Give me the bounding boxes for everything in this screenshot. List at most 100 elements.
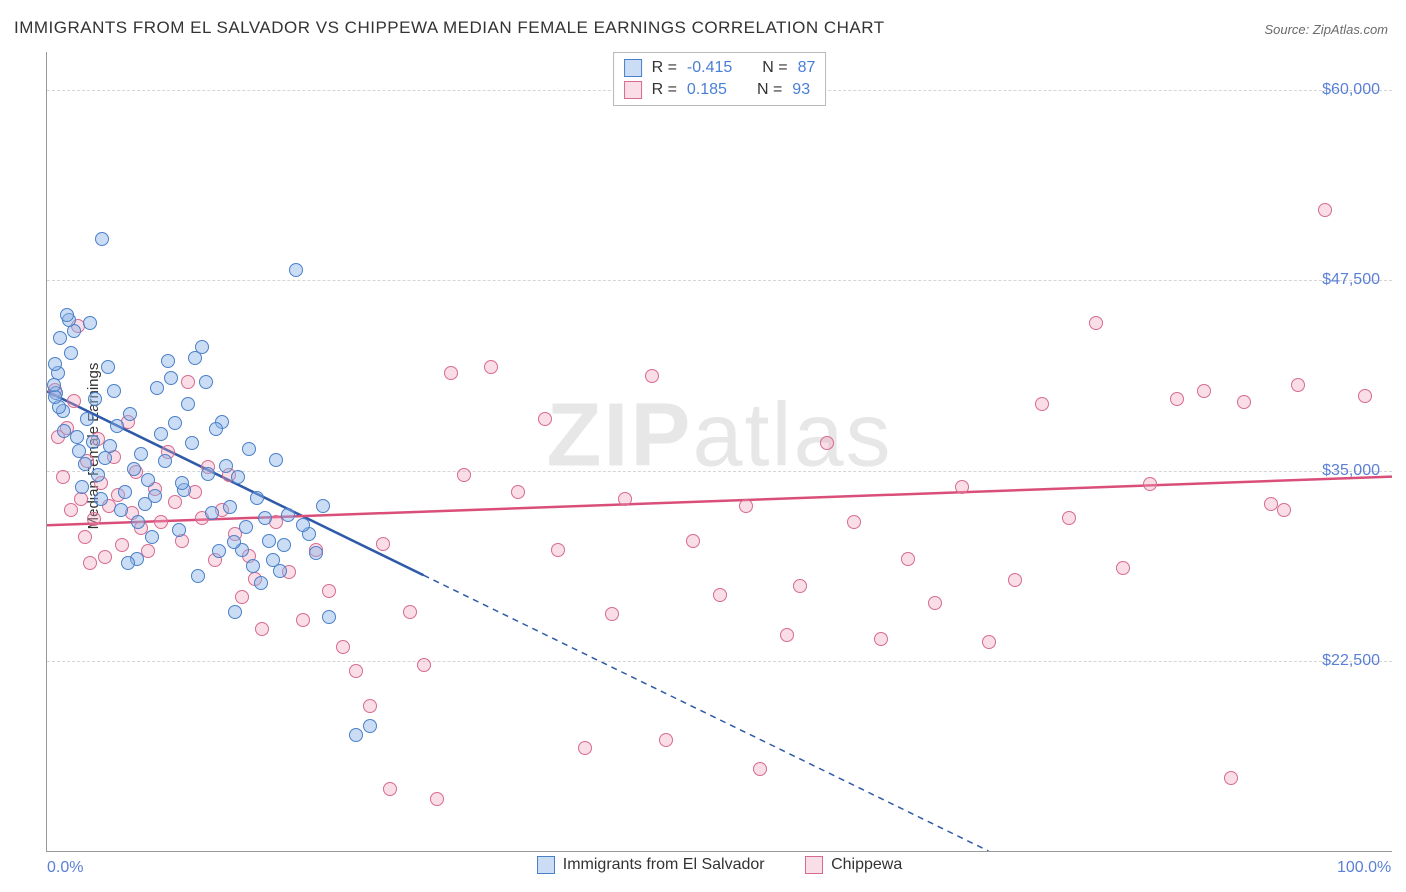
data-point xyxy=(383,782,397,796)
data-point xyxy=(168,495,182,509)
data-point xyxy=(64,346,78,360)
r-value-series2: 0.185 xyxy=(687,79,727,101)
data-point xyxy=(138,497,152,511)
data-point xyxy=(185,436,199,450)
data-point xyxy=(269,453,283,467)
data-point xyxy=(56,470,70,484)
data-point xyxy=(154,515,168,529)
data-point xyxy=(266,553,280,567)
data-point xyxy=(205,506,219,520)
data-point xyxy=(60,308,74,322)
data-point xyxy=(115,538,129,552)
chart-title: IMMIGRANTS FROM EL SALVADOR VS CHIPPEWA … xyxy=(14,18,885,38)
data-point xyxy=(605,607,619,621)
data-point xyxy=(118,485,132,499)
data-point xyxy=(199,375,213,389)
data-point xyxy=(1318,203,1332,217)
data-point xyxy=(94,492,108,506)
trendline-dashed xyxy=(424,575,989,851)
data-point xyxy=(376,537,390,551)
scatter-plot-area: ZIPatlas R = -0.415 N = 87 R = 0.185 N =… xyxy=(46,52,1392,852)
data-point xyxy=(659,733,673,747)
data-point xyxy=(219,459,233,473)
data-point xyxy=(175,476,189,490)
x-tick-label: 100.0% xyxy=(1337,859,1391,877)
n-value-series2: 93 xyxy=(792,79,810,101)
data-point xyxy=(538,412,552,426)
data-point xyxy=(289,263,303,277)
data-point xyxy=(75,480,89,494)
data-point xyxy=(457,468,471,482)
r-value-series1: -0.415 xyxy=(687,57,732,79)
data-point xyxy=(1008,573,1022,587)
data-point xyxy=(363,719,377,733)
data-point xyxy=(1277,503,1291,517)
n-value-series1: 87 xyxy=(798,57,816,79)
trendline xyxy=(47,477,1392,526)
data-point xyxy=(70,430,84,444)
data-point xyxy=(86,435,100,449)
legend-item-series2: Chippewa xyxy=(805,856,902,874)
data-point xyxy=(107,384,121,398)
data-point xyxy=(95,232,109,246)
data-point xyxy=(349,728,363,742)
data-point xyxy=(72,444,86,458)
data-point xyxy=(928,596,942,610)
data-point xyxy=(874,632,888,646)
swatch-series1 xyxy=(537,856,555,874)
data-point xyxy=(181,375,195,389)
legend-item-series1: Immigrants from El Salvador xyxy=(537,856,765,874)
data-point xyxy=(254,576,268,590)
r-label: R = xyxy=(652,57,677,79)
data-point xyxy=(551,543,565,557)
y-tick-label: $60,000 xyxy=(1322,81,1380,99)
data-point xyxy=(1224,771,1238,785)
y-tick-label: $22,500 xyxy=(1322,652,1380,670)
data-point xyxy=(336,640,350,654)
data-point xyxy=(235,590,249,604)
data-point xyxy=(123,407,137,421)
data-point xyxy=(67,394,81,408)
data-point xyxy=(154,427,168,441)
data-point xyxy=(239,520,253,534)
data-point xyxy=(83,316,97,330)
data-point xyxy=(181,397,195,411)
data-point xyxy=(739,499,753,513)
source-attribution: Source: ZipAtlas.com xyxy=(1264,22,1388,37)
data-point xyxy=(309,546,323,560)
data-point xyxy=(201,467,215,481)
data-point xyxy=(91,468,105,482)
n-label: N = xyxy=(757,79,782,101)
data-point xyxy=(141,473,155,487)
series-legend: Immigrants from El Salvador Chippewa xyxy=(47,856,1392,879)
data-point xyxy=(47,378,61,392)
data-point xyxy=(145,530,159,544)
data-point xyxy=(158,454,172,468)
data-point xyxy=(1358,389,1372,403)
data-point xyxy=(686,534,700,548)
data-point xyxy=(150,381,164,395)
data-point xyxy=(1143,477,1157,491)
data-point xyxy=(83,556,97,570)
data-point xyxy=(172,523,186,537)
data-point xyxy=(296,613,310,627)
data-point xyxy=(578,741,592,755)
data-point xyxy=(417,658,431,672)
data-point xyxy=(188,351,202,365)
data-point xyxy=(48,390,62,404)
data-point xyxy=(87,512,101,526)
data-point xyxy=(484,360,498,374)
data-point xyxy=(1035,397,1049,411)
data-point xyxy=(53,331,67,345)
data-point xyxy=(88,392,102,406)
data-point xyxy=(713,588,727,602)
data-point xyxy=(101,360,115,374)
data-point xyxy=(511,485,525,499)
data-point xyxy=(161,354,175,368)
legend-row-series1: R = -0.415 N = 87 xyxy=(624,57,816,79)
data-point xyxy=(780,628,794,642)
data-point xyxy=(258,511,272,525)
data-point xyxy=(1062,511,1076,525)
data-point xyxy=(246,559,260,573)
gridline xyxy=(47,661,1392,662)
